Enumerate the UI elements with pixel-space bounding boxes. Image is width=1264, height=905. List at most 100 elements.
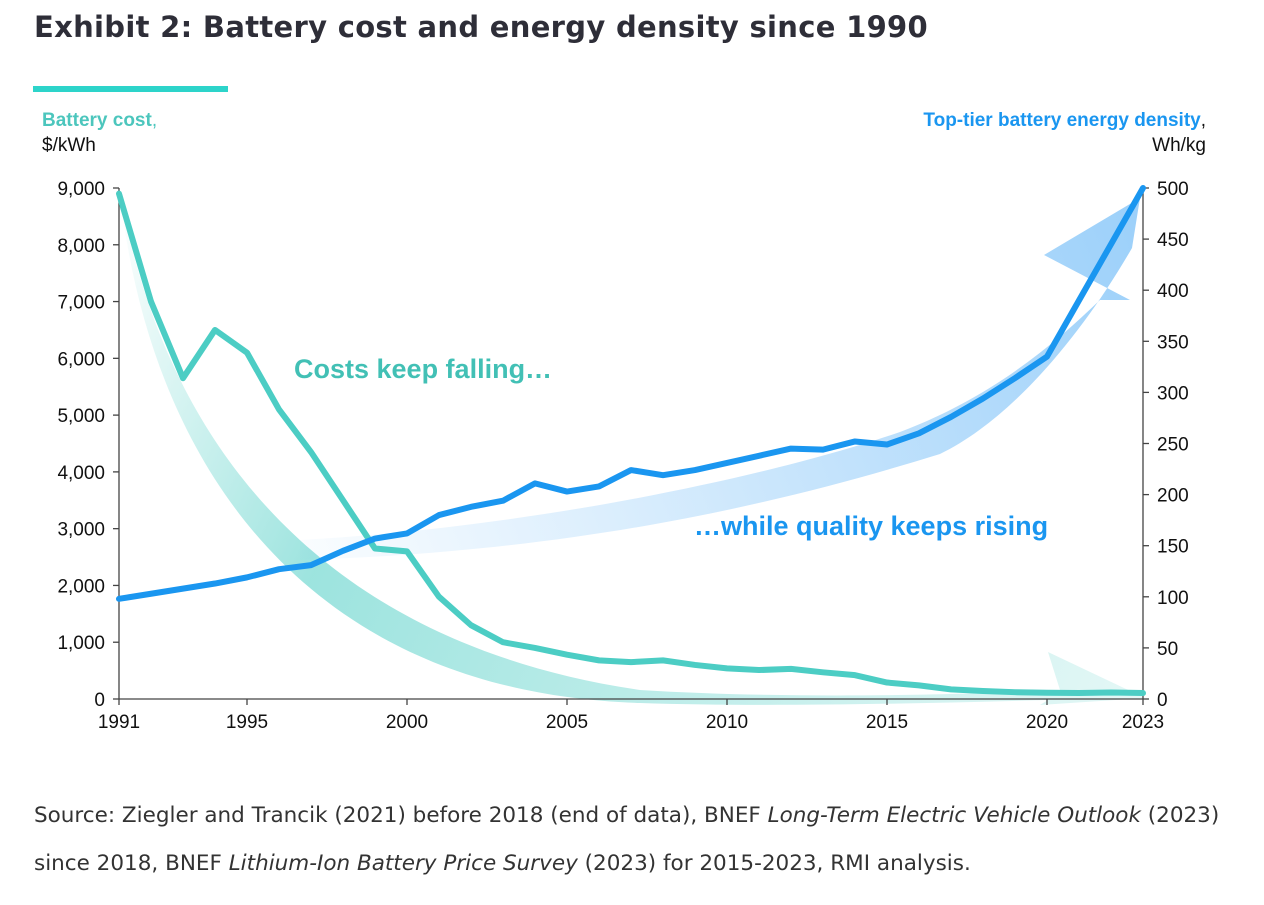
right-tick-label: 100 — [1157, 588, 1189, 609]
x-tick-label: 2010 — [706, 712, 748, 733]
density-point — [308, 562, 314, 568]
cost-point — [212, 327, 218, 333]
cost-trend-arrow — [120, 192, 1145, 705]
cost-point — [980, 688, 986, 694]
x-tick-label: 1995 — [226, 712, 268, 733]
cost-point — [660, 657, 666, 663]
density-point — [692, 467, 698, 473]
cost-point — [788, 666, 794, 672]
x-tick-label: 1991 — [98, 712, 140, 733]
cost-point — [404, 548, 410, 554]
density-point — [404, 530, 410, 536]
x-tick-label: 2020 — [1026, 712, 1068, 733]
cost-point — [180, 375, 186, 381]
density-point — [500, 498, 506, 504]
density-point — [180, 586, 186, 592]
x-tick-label: 2023 — [1122, 712, 1164, 733]
left-axis-title: Battery cost, — [42, 110, 157, 131]
density-point — [628, 467, 634, 473]
left-axis-unit: $/kWh — [42, 135, 96, 156]
density-point — [372, 536, 378, 542]
cost-point — [500, 639, 506, 645]
left-tick-label: 1,000 — [57, 633, 105, 654]
source-text-part: Lithium-Ion Battery Price Survey — [228, 851, 578, 876]
right-tick-label: 200 — [1157, 486, 1189, 507]
density-point — [724, 460, 730, 466]
cost-point — [244, 350, 250, 356]
density-point — [148, 591, 154, 597]
density-point — [532, 480, 538, 486]
cost-point — [372, 546, 378, 552]
density-point — [340, 548, 346, 554]
cost-point — [308, 449, 314, 455]
cost-point — [116, 191, 122, 197]
right-y-axis: 0 50 100 150 200 250 300 350 400 450 500 — [1142, 179, 1189, 711]
right-tick-label: 500 — [1157, 179, 1189, 200]
left-tick-label: 5,000 — [57, 406, 105, 427]
density-point — [852, 438, 858, 444]
x-tick-label: 2015 — [866, 712, 908, 733]
density-point — [436, 512, 442, 518]
density-point — [596, 483, 602, 489]
cost-point — [1044, 690, 1050, 696]
cost-point — [948, 686, 954, 692]
cost-point — [756, 667, 762, 673]
density-point — [980, 396, 986, 402]
cost-point — [532, 645, 538, 651]
cost-point — [148, 299, 154, 305]
chart-canvas: 0 1,000 2,000 3,000 4,000 5,000 6,000 7,000 8,00… — [42, 110, 1206, 733]
energy-density-line — [116, 185, 1146, 602]
density-point — [788, 446, 794, 452]
annotation-costs-falling: Costs keep falling… — [294, 354, 552, 384]
density-point — [468, 504, 474, 510]
density-point — [1044, 354, 1050, 360]
left-tick-label: 6,000 — [57, 349, 105, 370]
density-point — [276, 566, 282, 572]
cost-point — [1140, 690, 1146, 696]
density-point — [1140, 185, 1146, 191]
density-trend-arrow — [300, 198, 1140, 560]
right-tick-label: 350 — [1157, 332, 1189, 353]
density-point — [212, 581, 218, 587]
cost-point — [276, 406, 282, 412]
battery-cost-line — [116, 190, 1146, 697]
cost-point — [692, 662, 698, 668]
right-axis-title: Top-tier battery energy density, — [923, 110, 1206, 131]
left-tick-label: 8,000 — [57, 236, 105, 257]
cost-point — [468, 622, 474, 628]
source-text-part: Source: Ziegler and Trancik (2021) befor… — [34, 803, 768, 828]
left-tick-label: 9,000 — [57, 179, 105, 200]
cost-point — [436, 594, 442, 600]
density-point — [1108, 241, 1114, 247]
source-text-part: (2023) for 2015-2023, RMI analysis. — [577, 851, 971, 876]
right-tick-label: 150 — [1157, 537, 1189, 558]
annotation-quality-rising: …while quality keeps rising — [694, 511, 1048, 541]
density-point — [756, 453, 762, 459]
right-tick-label: 250 — [1157, 435, 1189, 456]
right-tick-label: 0 — [1157, 690, 1168, 711]
density-point — [1012, 375, 1018, 381]
density-point — [820, 447, 826, 453]
right-tick-label: 450 — [1157, 230, 1189, 251]
cost-point — [820, 669, 826, 675]
cost-point — [340, 497, 346, 503]
right-axis-unit: Wh/kg — [1152, 135, 1206, 156]
cost-point — [724, 665, 730, 671]
right-tick-label: 50 — [1157, 639, 1178, 660]
cost-point — [564, 652, 570, 658]
x-tick-label: 2005 — [546, 712, 588, 733]
x-tick-label: 2000 — [386, 712, 428, 733]
cost-point — [884, 680, 890, 686]
density-point — [916, 430, 922, 436]
cost-point — [852, 672, 858, 678]
x-axis: 1991 1995 2000 2005 2010 2015 2020 2023 — [98, 698, 1164, 733]
source-note: Source: Ziegler and Trancik (2021) befor… — [34, 792, 1234, 888]
left-tick-label: 3,000 — [57, 520, 105, 541]
density-point — [244, 574, 250, 580]
left-tick-label: 4,000 — [57, 463, 105, 484]
cost-point — [596, 657, 602, 663]
density-point — [884, 442, 890, 448]
density-point — [948, 414, 954, 420]
left-y-axis: 0 1,000 2,000 3,000 4,000 5,000 6,000 7,000 8,00… — [57, 179, 120, 711]
left-tick-label: 7,000 — [57, 293, 105, 314]
